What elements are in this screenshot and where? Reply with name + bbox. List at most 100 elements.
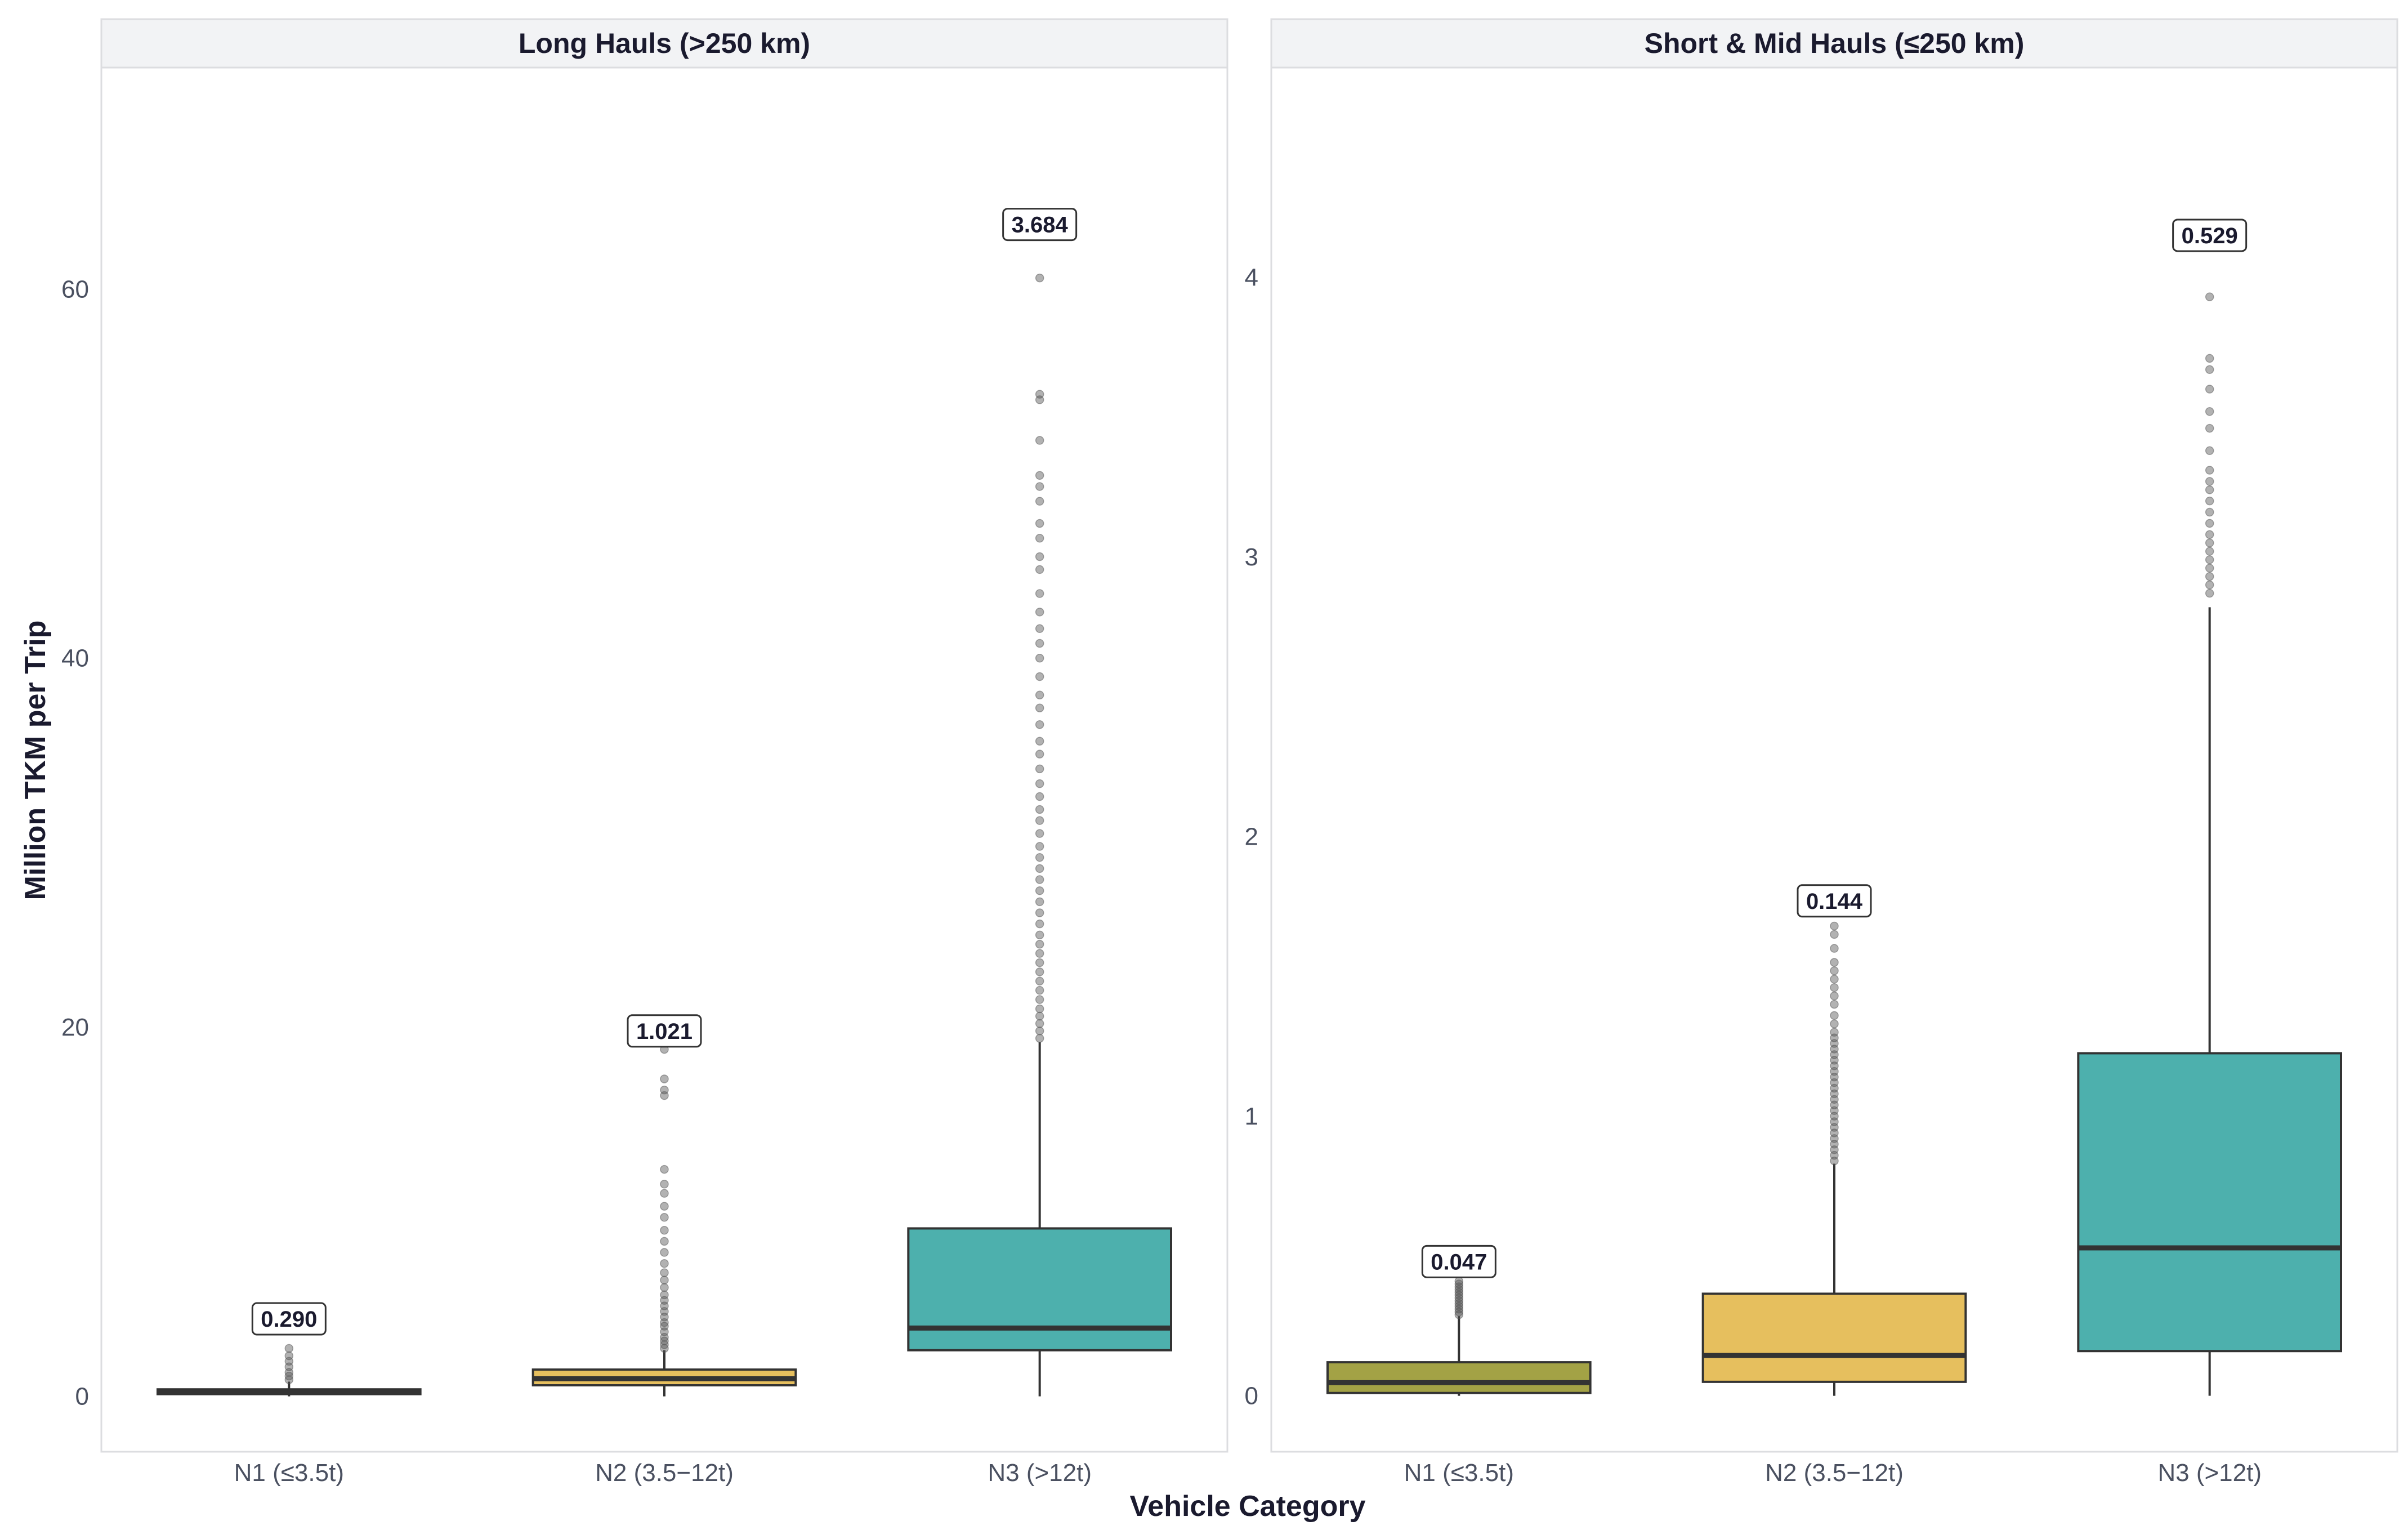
outlier-point	[1830, 1028, 1839, 1037]
outlier-point	[1830, 921, 1839, 931]
y-axis-title: Million TKM per Trip	[19, 621, 52, 900]
outlier-point	[1830, 930, 1839, 939]
outlier-point	[1035, 967, 1044, 976]
outlier-point	[1035, 1004, 1044, 1014]
outlier-point	[2205, 564, 2214, 573]
x-tick-label: N1 (≤3.5t)	[1404, 1459, 1514, 1487]
outlier-point	[1035, 552, 1044, 561]
outlier-point	[1830, 966, 1839, 975]
outlier-point	[660, 1180, 669, 1189]
outlier-point	[1035, 908, 1044, 917]
outlier-point	[1035, 720, 1044, 729]
outlier-point	[1035, 1019, 1044, 1028]
panel-border	[100, 66, 1228, 1453]
outlier-point	[1035, 565, 1044, 574]
outlier-point	[1035, 1011, 1044, 1021]
outlier-point	[1035, 958, 1044, 967]
outlier-point	[2205, 385, 2214, 394]
outlier-point	[1035, 497, 1044, 506]
outlier-point	[2205, 292, 2214, 301]
outlier-point	[2205, 446, 2214, 456]
outlier-point	[1035, 1034, 1044, 1043]
outlier-point	[1035, 390, 1044, 399]
facet-panel: Short & Mid Hauls (≤250 km) 0 1 2 3 4 0.047 N1 …	[1245, 18, 2398, 1487]
outlier-point	[1035, 939, 1044, 949]
box-n2: 1.021 N2 (3.5−12t)	[531, 1014, 797, 1487]
outlier-point	[2205, 547, 2214, 556]
box-n3: 0.529 N3 (>12t)	[2077, 218, 2342, 1487]
outlier-point	[1830, 1011, 1839, 1020]
median-label-box	[627, 1014, 702, 1048]
outlier-point	[2205, 423, 2214, 433]
outlier-point	[1830, 1000, 1839, 1009]
outlier-point	[1830, 944, 1839, 953]
outlier-point	[1035, 930, 1044, 940]
outlier-point	[660, 1074, 669, 1083]
outlier-point	[1830, 1019, 1839, 1029]
outlier-point	[1035, 779, 1044, 788]
median-label-box	[1797, 884, 1872, 918]
outlier-point	[1035, 471, 1044, 480]
median-label-box	[1002, 208, 1078, 242]
x-tick-label: N3 (>12t)	[988, 1459, 1092, 1487]
outlier-point	[1035, 842, 1044, 851]
median-label: 0.047	[1431, 1250, 1487, 1274]
outlier-point	[1035, 853, 1044, 862]
outlier-point	[1035, 750, 1044, 759]
outlier-point	[1035, 653, 1044, 663]
outlier-point	[1035, 976, 1044, 986]
outlier-point	[660, 1189, 669, 1198]
outlier-point	[2205, 496, 2214, 506]
y-tick-label: 0	[75, 1383, 89, 1411]
outlier-point	[1035, 829, 1044, 838]
y-tick-label: 3	[1245, 543, 1258, 571]
y-tick-label: 0	[1245, 1382, 1258, 1410]
outlier-point	[284, 1344, 294, 1353]
median-label: 0.144	[1806, 889, 1863, 914]
box-iqr	[2077, 1052, 2342, 1353]
outlier-point	[2205, 588, 2214, 598]
outlier-point	[1035, 949, 1044, 958]
facet-panel: Long Hauls (>250 km) 0 20 40 60 0.290 N1 (≤3.5…	[61, 18, 1228, 1487]
box-n3: 3.684 N3 (>12t)	[907, 208, 1173, 1487]
median-label: 0.529	[2182, 224, 2238, 248]
outlier-point	[660, 1248, 669, 1257]
facet-title: Long Hauls (>250 km)	[519, 28, 810, 59]
outlier-point	[2205, 407, 2214, 416]
outlier-point	[1035, 764, 1044, 774]
outlier-point	[660, 1275, 669, 1284]
outlier-point	[1830, 975, 1839, 984]
outlier-point	[2205, 485, 2214, 494]
outlier-point	[1454, 1279, 1464, 1288]
outlier-point	[1035, 624, 1044, 634]
outlier-point	[2205, 530, 2214, 539]
outlier-point	[2205, 477, 2214, 486]
outlier-point	[284, 1351, 294, 1361]
outlier-point	[1035, 792, 1044, 801]
outlier-point	[1035, 703, 1044, 712]
outlier-point	[1035, 608, 1044, 617]
x-tick-label: N2 (3.5−12t)	[1765, 1459, 1904, 1487]
outlier-point	[1035, 273, 1044, 283]
outlier-point	[660, 1290, 669, 1300]
x-tick-label: N1 (≤3.5t)	[234, 1459, 344, 1487]
outlier-point	[1035, 737, 1044, 746]
y-tick-label: 4	[1245, 264, 1258, 291]
outlier-point	[2205, 466, 2214, 475]
outlier-point	[2205, 365, 2214, 374]
outlier-point	[1035, 897, 1044, 907]
median-label: 0.290	[261, 1307, 317, 1332]
y-tick-label: 2	[1245, 823, 1258, 851]
outlier-point	[1035, 589, 1044, 598]
x-tick-label: N3 (>12t)	[2157, 1459, 2262, 1487]
outlier-point	[660, 1259, 669, 1268]
box-iqr	[1326, 1361, 1592, 1394]
panel-border	[1270, 66, 2398, 1453]
facet-strip	[100, 18, 1228, 69]
outlier-point	[1035, 690, 1044, 700]
outlier-point	[660, 1202, 669, 1211]
y-tick-label: 40	[61, 645, 89, 672]
outlier-point	[660, 1268, 669, 1277]
outlier-point	[2205, 555, 2214, 564]
